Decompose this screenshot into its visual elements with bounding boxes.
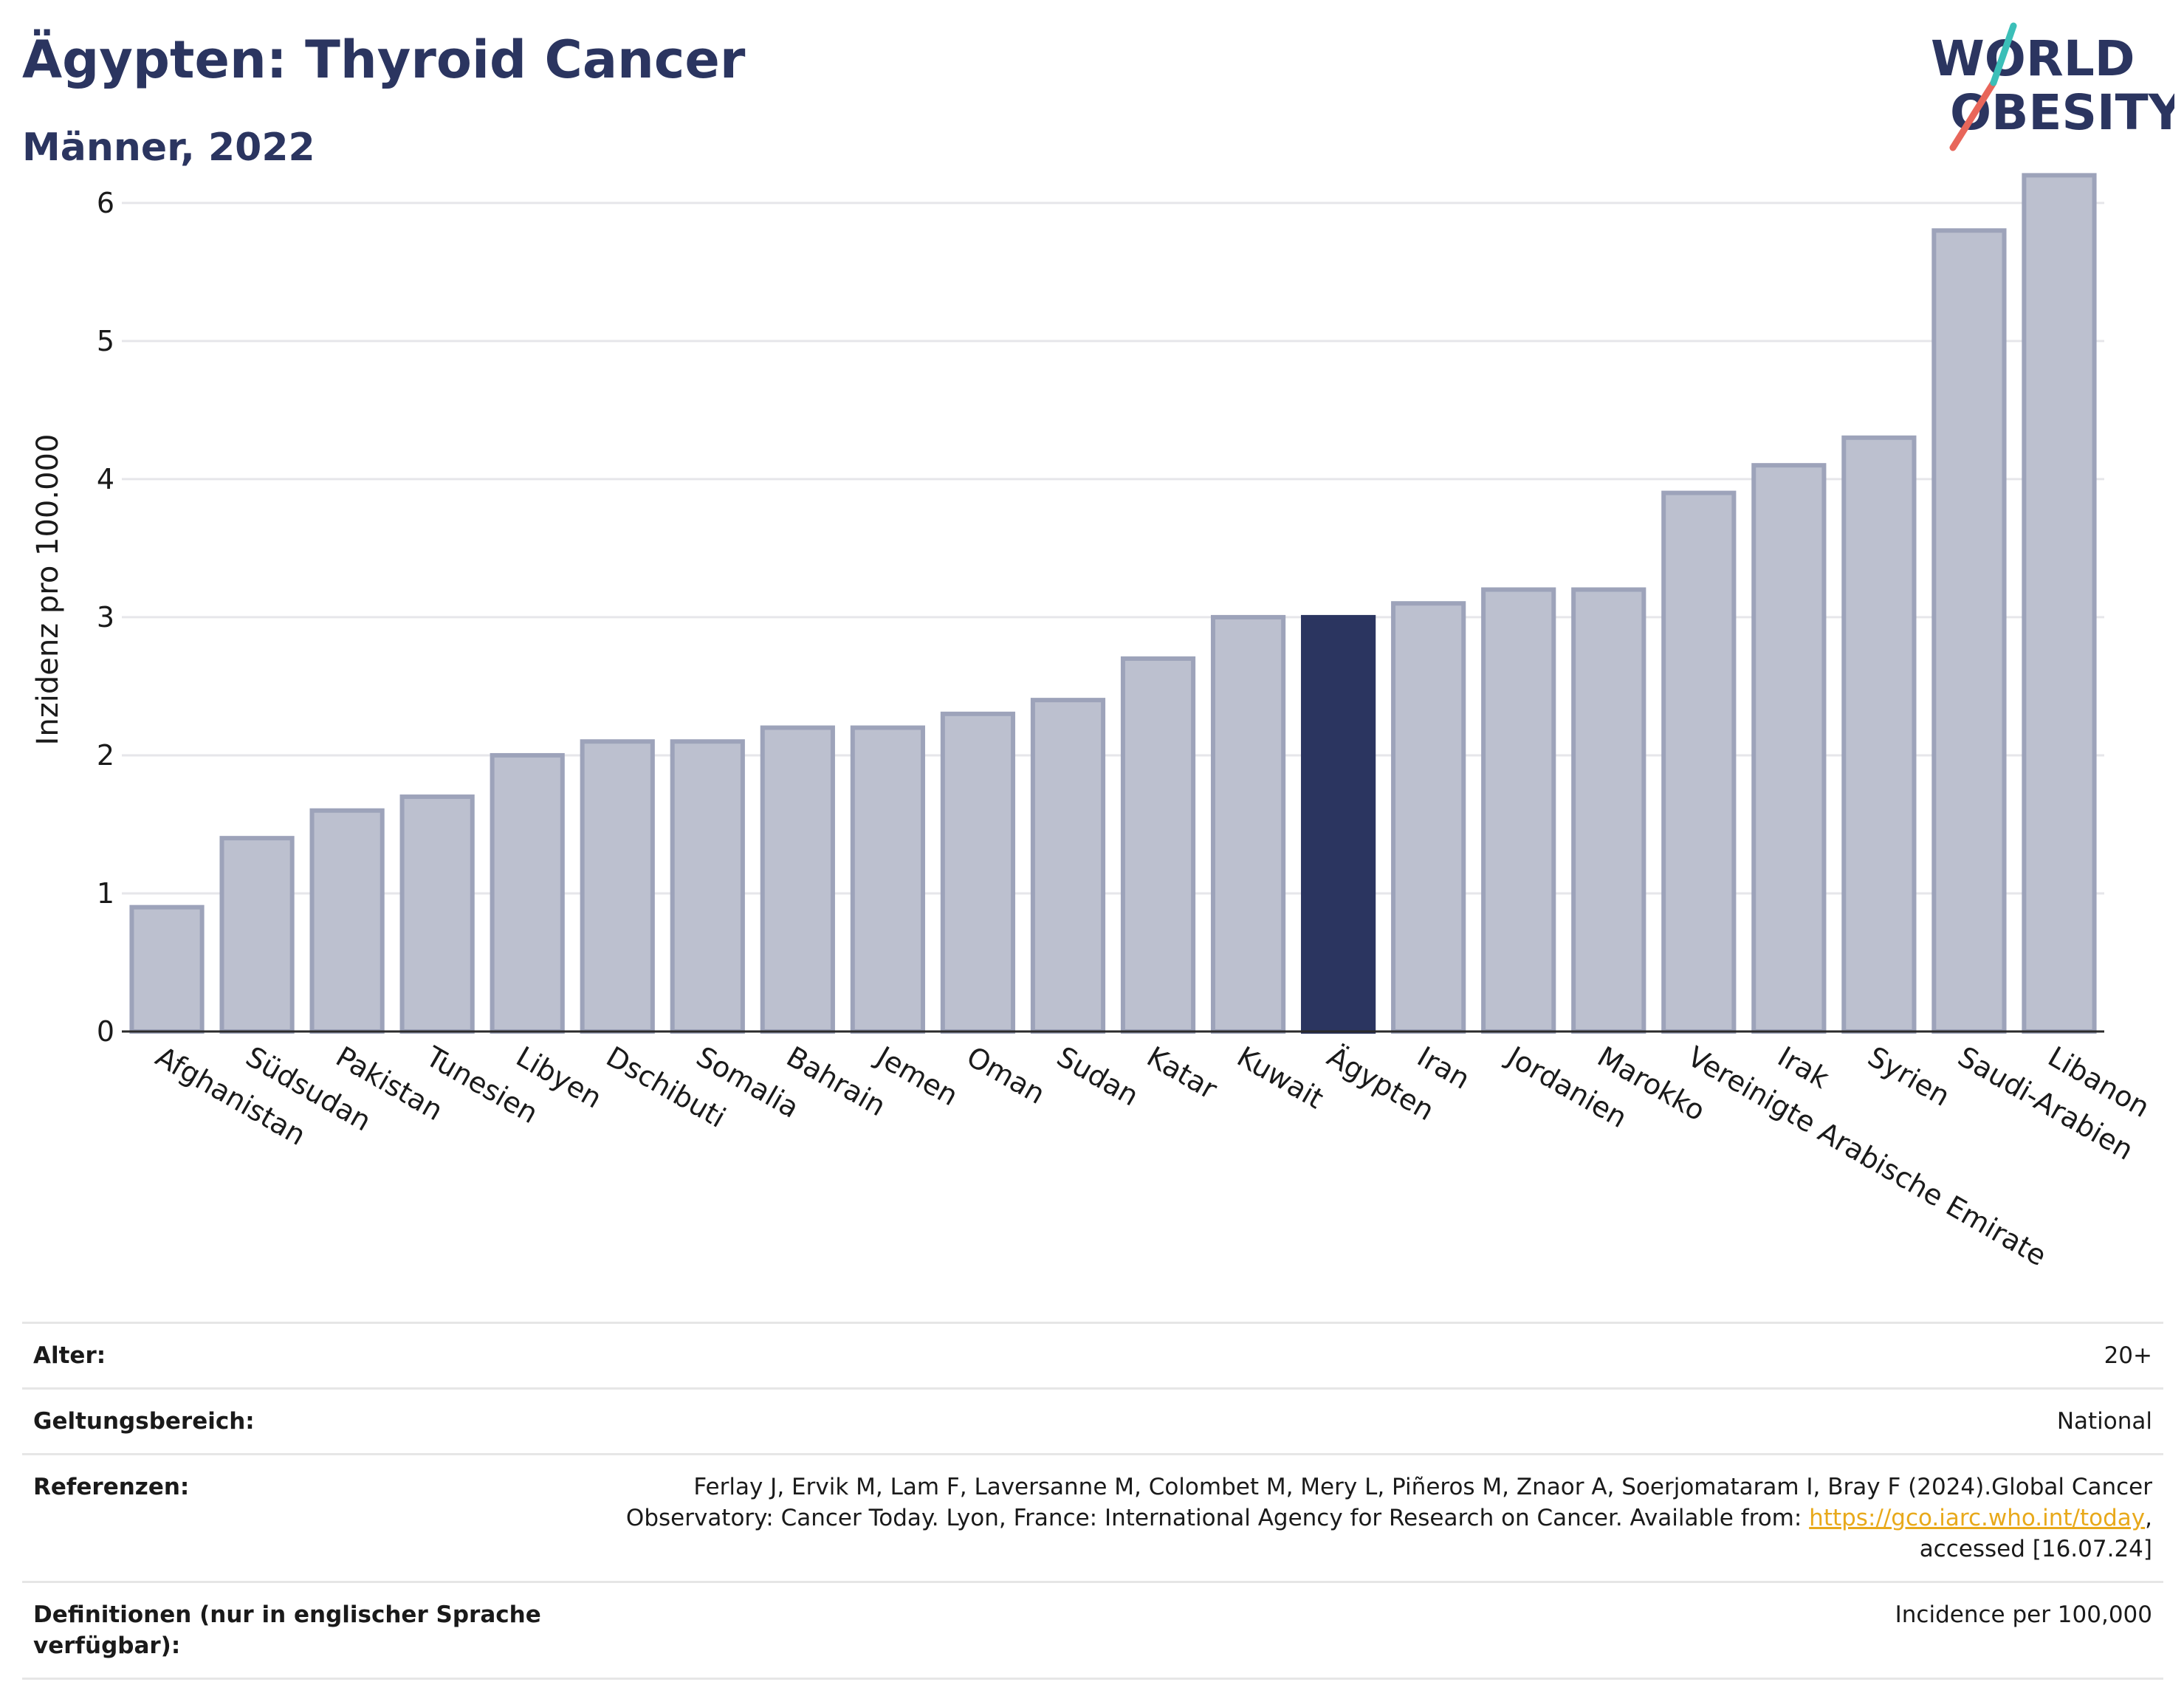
x-tick-label: Oman bbox=[961, 1040, 1051, 1110]
bars bbox=[129, 173, 2097, 1034]
definitions-value: Incidence per 100,000 bbox=[1895, 1601, 2152, 1628]
references-value: Ferlay J, Ervik M, Lam F, Laversanne M, … bbox=[626, 1472, 2152, 1565]
scope-value: National bbox=[2056, 1408, 2152, 1435]
bar bbox=[1661, 490, 1737, 1034]
y-tick-label: 5 bbox=[97, 325, 114, 357]
meta-row-references: Referenzen: Ferlay J, Ervik M, Lam F, La… bbox=[22, 1453, 2163, 1581]
x-tick-label: Syrien bbox=[1862, 1040, 1955, 1113]
bar bbox=[580, 739, 655, 1034]
y-tick-label: 2 bbox=[97, 739, 114, 772]
logo-slash-teal bbox=[1990, 22, 2017, 86]
x-tick-labels: AfghanistanSüdsudanPakistanTunesienLibye… bbox=[151, 1040, 2155, 1273]
bar bbox=[1841, 435, 1917, 1034]
references-label: Referenzen: bbox=[33, 1474, 190, 1500]
bar bbox=[1571, 587, 1646, 1034]
bar bbox=[1751, 463, 1827, 1034]
y-tick-label: 0 bbox=[97, 1015, 114, 1048]
bar bbox=[1391, 601, 1466, 1034]
scope-label: Geltungsbereich: bbox=[33, 1408, 255, 1435]
x-tick-label: Iran bbox=[1412, 1040, 1475, 1096]
reference-text-4: accessed [16.07.24] bbox=[1919, 1536, 2152, 1562]
bar bbox=[1210, 614, 1286, 1034]
metadata-table: Alter: 20+ Geltungsbereich: National Ref… bbox=[22, 1322, 2163, 1680]
bar bbox=[1120, 656, 1196, 1034]
bar bbox=[850, 725, 925, 1034]
y-tick-label: 1 bbox=[97, 877, 114, 910]
bar bbox=[490, 752, 565, 1034]
meta-row-definitions: Definitionen (nur in englischer Sprache … bbox=[22, 1581, 2163, 1680]
reference-text-2: Observatory: Cancer Today. Lyon, France:… bbox=[625, 1505, 1810, 1531]
x-tick-label: Bahrain bbox=[781, 1040, 891, 1123]
world-obesity-logo: WORLD OBESITY bbox=[1931, 22, 2174, 151]
bar bbox=[670, 739, 745, 1034]
logo-line-world: WORLD bbox=[1931, 30, 2135, 87]
bar bbox=[940, 711, 1016, 1034]
bar bbox=[309, 808, 385, 1034]
bar bbox=[399, 794, 475, 1034]
y-tick-label: 4 bbox=[97, 463, 114, 495]
reference-link[interactable]: https://gco.iarc.who.int/today bbox=[1809, 1505, 2146, 1531]
x-tick-label: Irak bbox=[1772, 1040, 1834, 1095]
meta-row-age: Alter: 20+ bbox=[22, 1322, 2163, 1387]
page-title: Ägypten: Thyroid Cancer bbox=[22, 30, 746, 90]
bar-highlight bbox=[1301, 614, 1376, 1034]
bar bbox=[2022, 173, 2097, 1034]
y-tick-label: 3 bbox=[97, 601, 114, 634]
age-label: Alter: bbox=[33, 1342, 106, 1369]
definitions-label: Definitionen (nur in englischer Sprache … bbox=[33, 1601, 541, 1659]
bar bbox=[1931, 228, 2007, 1034]
bar bbox=[219, 836, 295, 1034]
logo-slash-red bbox=[1949, 79, 1997, 151]
y-tick-label: 6 bbox=[97, 187, 114, 219]
bar bbox=[1481, 587, 1556, 1034]
bar bbox=[760, 725, 835, 1034]
reference-text-1: Ferlay J, Ervik M, Lam F, Laversanne M, … bbox=[693, 1474, 2152, 1500]
age-value: 20+ bbox=[2104, 1342, 2152, 1369]
page-subtitle: Männer, 2022 bbox=[22, 126, 315, 170]
x-tick-label: Katar bbox=[1141, 1040, 1223, 1106]
meta-row-scope: Geltungsbereich: National bbox=[22, 1387, 2163, 1453]
y-tick-labels: 0 1 2 3 4 5 6 bbox=[97, 187, 114, 1048]
x-tick-label: Kuwait bbox=[1232, 1040, 1329, 1116]
bar bbox=[1030, 698, 1106, 1034]
bar bbox=[129, 904, 205, 1034]
bar-chart: 0 1 2 3 4 5 6 AfghanistanSüdsudanPakistanTunes… bbox=[31, 173, 2155, 1273]
reference-text-3: , bbox=[2145, 1505, 2152, 1531]
y-axis-label: Inzidenz pro 100.000 bbox=[31, 434, 65, 746]
x-tick-label: Sudan bbox=[1051, 1040, 1144, 1113]
